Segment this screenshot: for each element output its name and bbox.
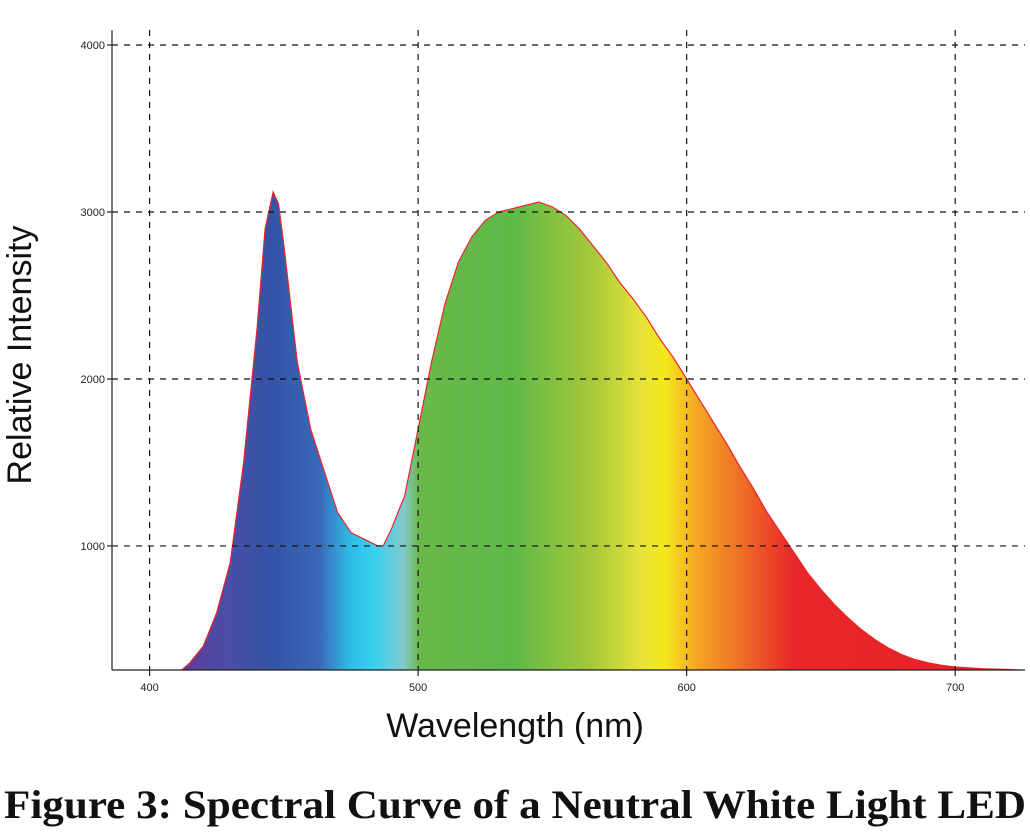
y-tick-label: 2000 (81, 374, 105, 386)
area-fill (181, 192, 1020, 670)
y-axis-label: Relative Intensity (1, 226, 39, 485)
x-tick-label: 600 (677, 682, 695, 694)
chart-title: Figure 3: Spectral Curve of a Neutral Wh… (4, 782, 1026, 827)
y-tick-label: 3000 (81, 207, 105, 219)
x-tick-label: 700 (946, 682, 964, 694)
x-axis-label: Wavelength (nm) (386, 707, 644, 745)
y-tick-label: 4000 (81, 40, 105, 52)
y-tick-label: 1000 (81, 541, 105, 553)
x-tick-label: 500 (409, 682, 427, 694)
x-tick-label: 400 (140, 682, 158, 694)
curve-line (181, 190, 1020, 671)
plot-area: 1000 2000 3000 4000 400 500 600 700 (81, 30, 1025, 694)
